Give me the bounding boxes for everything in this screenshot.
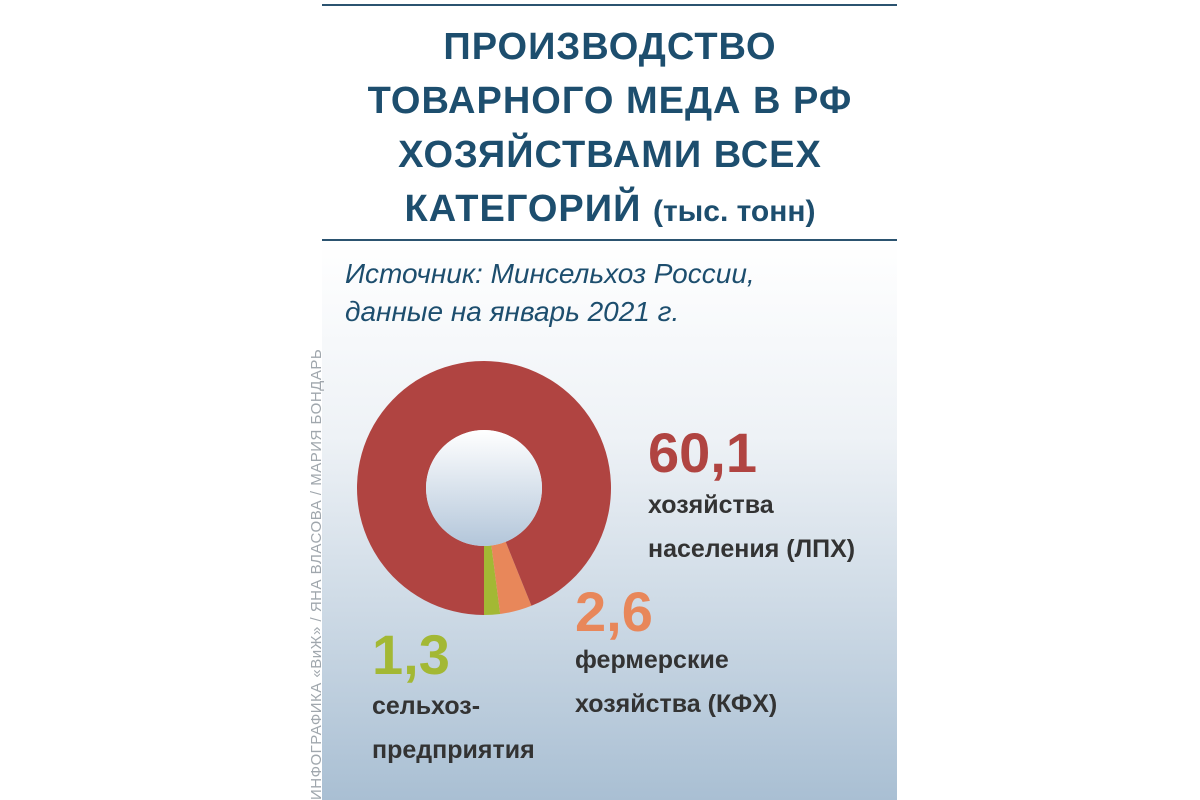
divider-rule [322, 239, 897, 241]
category-label: хозяйства населения (ЛПХ) [648, 491, 856, 563]
value-label: 1,3 [372, 623, 450, 686]
category-label: сельхоз-предприятия [372, 692, 535, 764]
donut-hole [426, 430, 542, 546]
donut-slice [491, 541, 532, 614]
title-text: ПРОИЗВОДСТВО ТОВАРНОГО МЕДА В РФ ХОЗЯЙСТ… [367, 26, 853, 230]
category-label: фермерские хозяйства (КФХ) [575, 646, 778, 718]
donut-slice [356, 360, 611, 615]
value-label: 60,1 [648, 421, 757, 484]
value-label: 2,6 [575, 580, 653, 643]
chart-title: ПРОИЗВОДСТВО ТОВАРНОГО МЕДА В РФ ХОЗЯЙСТ… [365, 20, 855, 239]
top-rule [322, 4, 897, 6]
source: Источник: Минсельхоз России, данные на я… [345, 258, 755, 327]
unit: (тыс. тонн) [652, 195, 816, 228]
donut-slice [484, 545, 501, 615]
